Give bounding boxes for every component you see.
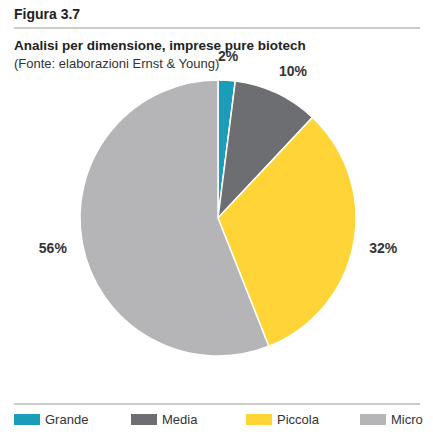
pie-labels: 2% 10% 32% 56%	[39, 48, 398, 256]
chart-root: Figura 3.7 Analisi per dimensione, impres…	[0, 0, 433, 445]
header-rule	[14, 28, 420, 29]
pie-slice	[80, 80, 269, 356]
data-label: 56%	[39, 240, 68, 256]
legend-label: Micro	[391, 412, 423, 427]
legend-swatch	[360, 414, 386, 425]
legend: Grande Media Piccola Micro	[14, 412, 423, 427]
data-label: 2%	[218, 48, 239, 64]
data-label: 32%	[369, 240, 398, 256]
legend-label: Media	[162, 412, 198, 427]
data-label: 10%	[279, 63, 308, 79]
legend-swatch	[14, 414, 40, 425]
legend-label: Grande	[45, 412, 88, 427]
chart-svg: Figura 3.7 Analisi per dimensione, impres…	[0, 0, 433, 445]
legend-swatch	[246, 414, 272, 425]
legend-swatch	[131, 414, 157, 425]
pie-slices	[80, 80, 356, 356]
legend-rule	[14, 404, 420, 405]
chart-title: Analisi per dimensione, imprese pure bio…	[14, 38, 306, 53]
legend-label: Piccola	[277, 412, 320, 427]
chart-subtitle: (Fonte: elaborazioni Ernst & Young)	[14, 56, 219, 71]
figure-caption: Figura 3.7	[14, 6, 80, 22]
